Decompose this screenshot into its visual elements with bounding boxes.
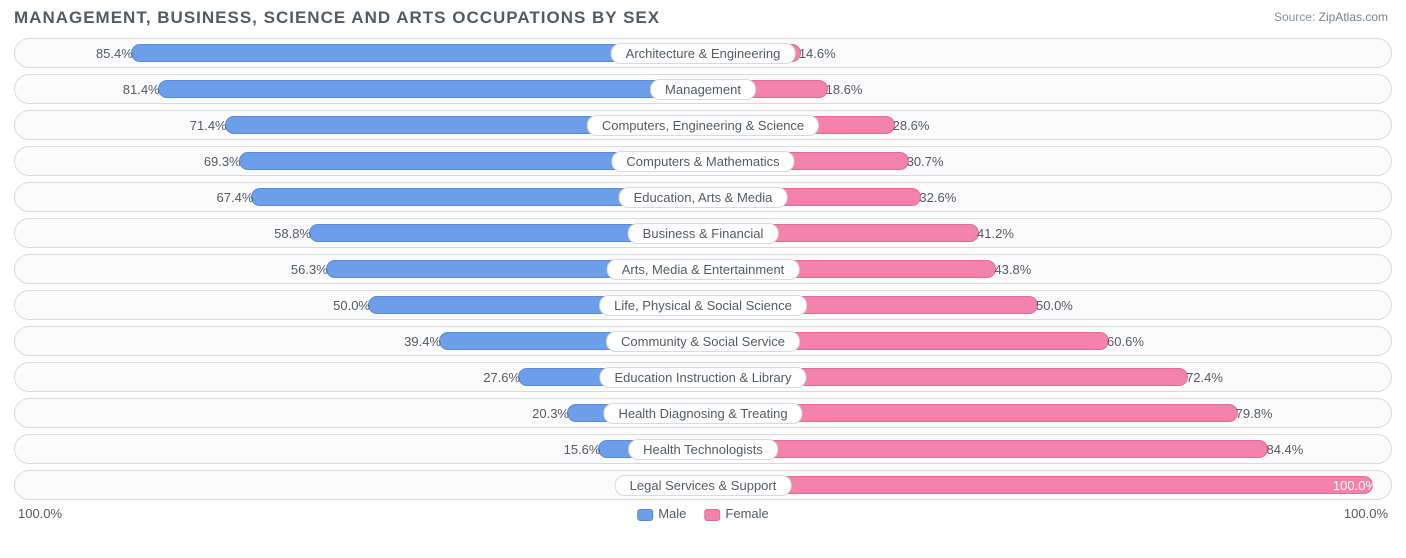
legend-female-label: Female	[725, 506, 768, 521]
female-value: 72.4%	[1186, 370, 1223, 385]
chart-title: MANAGEMENT, BUSINESS, SCIENCE AND ARTS O…	[14, 8, 1392, 28]
row-label: Management	[650, 79, 756, 100]
female-value: 30.7%	[907, 154, 944, 169]
chart-row: 71.4% 28.6% Computers, Engineering & Scien…	[14, 110, 1392, 140]
legend-female: Female	[704, 506, 768, 521]
row-label: Education Instruction & Library	[599, 367, 806, 388]
female-bar	[703, 440, 1268, 458]
female-bar	[703, 476, 1373, 494]
male-value: 20.3%	[532, 406, 569, 421]
chart-row: 85.4% 14.6%Architecture & Engineering	[14, 38, 1392, 68]
source-attribution: Source: ZipAtlas.com	[1274, 10, 1388, 24]
female-value: 28.6%	[893, 118, 930, 133]
female-value: 60.6%	[1107, 334, 1144, 349]
row-label: Business & Financial	[628, 223, 779, 244]
chart-row: 81.4% 18.6% Management	[14, 74, 1392, 104]
row-label: Health Technologists	[628, 439, 778, 460]
row-label: Community & Social Service	[606, 331, 800, 352]
male-value: 81.4%	[123, 82, 160, 97]
chart-row: 58.8% 41.2% Business & Financial	[14, 218, 1392, 248]
male-value: 15.6%	[564, 442, 601, 457]
axis-right-label: 100.0%	[1344, 506, 1388, 521]
male-value: 56.3%	[291, 262, 328, 277]
row-label: Education, Arts & Media	[619, 187, 788, 208]
row-label: Legal Services & Support	[615, 475, 792, 496]
chart-area: 85.4% 14.6%Architecture & Engineering 81.4…	[14, 34, 1392, 500]
source-label: Source:	[1274, 10, 1315, 24]
male-value: 85.4%	[96, 46, 133, 61]
source-name: ZipAtlas.com	[1319, 10, 1388, 24]
female-value: 84.4%	[1266, 442, 1303, 457]
row-label: Computers, Engineering & Science	[587, 115, 819, 136]
legend: Male Female	[637, 506, 769, 521]
female-value: 14.6%	[799, 46, 836, 61]
chart-row: 27.6% 72.4% Education Instruction & Librar…	[14, 362, 1392, 392]
x-axis: 100.0% Male Female 100.0%	[14, 506, 1392, 528]
female-value: 43.8%	[994, 262, 1031, 277]
female-swatch-icon	[704, 509, 720, 521]
row-label: Architecture & Engineering	[611, 43, 796, 64]
male-value: 58.8%	[274, 226, 311, 241]
male-value: 69.3%	[204, 154, 241, 169]
male-value: 67.4%	[217, 190, 254, 205]
chart-row: 50.0% 50.0% Life, Physical & Social Scienc…	[14, 290, 1392, 320]
female-value: 50.0%	[1036, 298, 1073, 313]
female-value: 41.2%	[977, 226, 1014, 241]
row-label: Arts, Media & Entertainment	[607, 259, 800, 280]
chart-row: 20.3% 79.8% Health Diagnosing & Treating	[14, 398, 1392, 428]
axis-left-label: 100.0%	[18, 506, 62, 521]
male-value: 27.6%	[483, 370, 520, 385]
male-value: 39.4%	[404, 334, 441, 349]
male-swatch-icon	[637, 509, 653, 521]
legend-male-label: Male	[658, 506, 686, 521]
row-label: Computers & Mathematics	[611, 151, 794, 172]
chart-row: 56.3% 43.8% Arts, Media & Entertainment	[14, 254, 1392, 284]
female-value: 18.6%	[826, 82, 863, 97]
chart-row: 67.4% 32.6% Education, Arts & Media	[14, 182, 1392, 212]
female-value: 100.0%	[1333, 478, 1377, 493]
chart-row: 0.0%100.0%Legal Services & Support	[14, 470, 1392, 500]
row-label: Life, Physical & Social Science	[599, 295, 807, 316]
row-label: Health Diagnosing & Treating	[603, 403, 802, 424]
chart-row: 69.3% 30.7% Computers & Mathematics	[14, 146, 1392, 176]
male-value: 50.0%	[333, 298, 370, 313]
chart-row: 39.4% 60.6% Community & Social Service	[14, 326, 1392, 356]
female-value: 79.8%	[1236, 406, 1273, 421]
chart-row: 15.6% 84.4% Health Technologists	[14, 434, 1392, 464]
male-bar	[158, 80, 703, 98]
female-value: 32.6%	[919, 190, 956, 205]
legend-male: Male	[637, 506, 686, 521]
male-value: 71.4%	[190, 118, 227, 133]
